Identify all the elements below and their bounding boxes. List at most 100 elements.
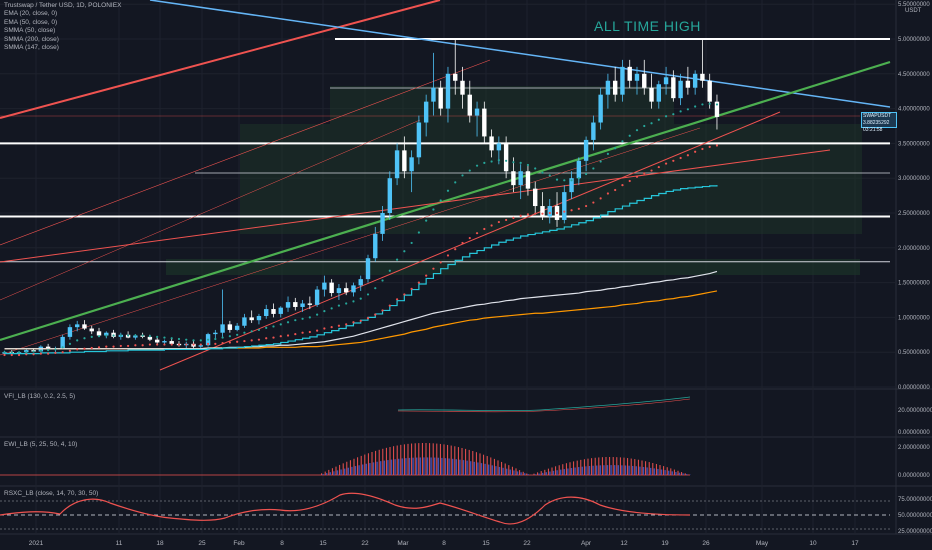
- y-tick-label: 5.00000000: [898, 37, 930, 43]
- candle-body: [351, 285, 356, 293]
- ema50-dot: [61, 351, 64, 354]
- ema20-dot: [425, 219, 428, 222]
- y-tick-label: 1.50000000: [898, 281, 930, 287]
- ema20-dot: [381, 279, 384, 282]
- ema20-dot: [672, 113, 675, 116]
- candle-body: [453, 73, 458, 81]
- candle-body: [576, 160, 582, 179]
- ema20-dot: [395, 258, 399, 261]
- x-tick-label: 11: [116, 540, 123, 547]
- trend-line-red-thin: [0, 119, 421, 301]
- ema50-dot: [286, 334, 290, 337]
- ema50-dot: [337, 324, 341, 327]
- rsxc-indicator-label[interactable]: RSXC_LB (close, 14, 70, 30, 50): [4, 490, 99, 497]
- ema20-dot: [534, 167, 537, 170]
- candle-body: [416, 122, 422, 158]
- rsxc-tick-label: 25.00000000: [898, 529, 932, 535]
- candle-body: [547, 206, 552, 217]
- legend-ema20[interactable]: EMA (20, close, 0): [4, 10, 58, 18]
- x-tick-label: 8: [442, 540, 446, 547]
- candle-body: [467, 94, 472, 116]
- last-price-badge: SWAPUSDT 3.88235292 03:21:58: [861, 112, 897, 133]
- ema20-dot: [105, 334, 108, 337]
- candle-body: [474, 108, 480, 116]
- ema20-dot: [708, 102, 711, 105]
- ema50-dot: [47, 352, 50, 355]
- smma200-line: [4, 270, 718, 350]
- ema50-dot: [461, 241, 464, 245]
- ema50-dot: [374, 313, 377, 316]
- ema50-dot: [228, 341, 231, 344]
- candle-body: [75, 324, 80, 328]
- ema20-dot: [541, 171, 544, 174]
- ema50-dot: [519, 214, 522, 217]
- y-tick-label: 5.50000000: [898, 2, 930, 8]
- legend-title[interactable]: Trustswap / Tether USD, 1D, POLONIEX: [4, 2, 122, 9]
- ema50-dot: [657, 165, 660, 169]
- ema50-dot: [199, 343, 202, 346]
- candle-body: [460, 80, 465, 95]
- price-badge-price: 3.88235292: [863, 120, 890, 126]
- ema50-dot: [345, 323, 348, 326]
- ema50-dot: [105, 345, 108, 348]
- ema50-dot: [265, 337, 268, 340]
- ema50-dot: [185, 343, 188, 346]
- ema50-dot: [490, 224, 493, 227]
- ema50-dot: [381, 309, 384, 312]
- ema20-dot: [519, 161, 522, 164]
- ema20-dot: [257, 328, 261, 332]
- x-tick-label: Mar: [397, 540, 409, 547]
- ema20-dot: [32, 350, 35, 353]
- legend-ema50[interactable]: EMA (50, close, 0): [4, 18, 58, 26]
- ema50-dot: [694, 150, 697, 153]
- ema50-dot: [403, 293, 406, 296]
- ema20-dot: [199, 339, 202, 342]
- x-tick-label: 26: [702, 540, 710, 547]
- x-tick-label: 17: [851, 540, 859, 547]
- ewi-tick-label: 0.00000000: [898, 473, 930, 479]
- ema50-dot: [134, 344, 137, 347]
- candle-body: [423, 101, 429, 123]
- ema50-dot: [141, 344, 144, 347]
- x-tick-label: Feb: [233, 540, 245, 547]
- ema20-dot: [54, 348, 57, 351]
- vfi-line: [397, 396, 691, 412]
- candle-body: [300, 303, 305, 307]
- vfi-indicator-label[interactable]: VFI_LB (130, 0.2, 2.5, 5): [4, 393, 76, 400]
- legend-smma147[interactable]: SMMA (147, close): [4, 44, 59, 52]
- ema50-dot: [90, 346, 93, 350]
- ema50-dot: [10, 353, 13, 357]
- ema50-dot: [221, 342, 224, 345]
- ema50-dot: [446, 254, 450, 257]
- ema20-dot: [279, 323, 282, 326]
- candle-body: [671, 77, 676, 99]
- ema50-dot: [606, 192, 610, 195]
- ema50-dot: [512, 216, 515, 219]
- ema50-dot: [643, 172, 646, 175]
- ema20-dot: [694, 105, 697, 108]
- ema50-dot: [17, 353, 21, 357]
- ema20-dot: [650, 122, 653, 125]
- trend-line-red-thin: [0, 59, 491, 246]
- x-tick-label: Apr: [581, 540, 592, 547]
- ema50-dot: [621, 184, 624, 187]
- legend-smma200[interactable]: SMMA (200, close): [4, 35, 59, 43]
- ema20-dot: [621, 140, 624, 143]
- ema50-dot: [156, 343, 159, 346]
- candle-body: [663, 77, 669, 85]
- x-tick-label: 12: [620, 540, 628, 547]
- ema20-dot: [570, 179, 573, 182]
- ewi-indicator-label[interactable]: EWI_LB (5, 25, 50, 4, 10): [4, 441, 78, 448]
- x-tick-label: 2021: [29, 540, 44, 547]
- legend-smma50[interactable]: SMMA (50, close): [4, 27, 56, 35]
- candle-body: [394, 150, 400, 179]
- candle-body: [213, 332, 218, 335]
- ema20-dot: [475, 164, 479, 167]
- ema20-dot: [192, 339, 195, 342]
- candle-body: [438, 87, 443, 109]
- candle-body: [89, 328, 94, 332]
- ema20-dot: [185, 338, 188, 341]
- candle-body: [649, 87, 654, 102]
- candle-body: [692, 73, 698, 88]
